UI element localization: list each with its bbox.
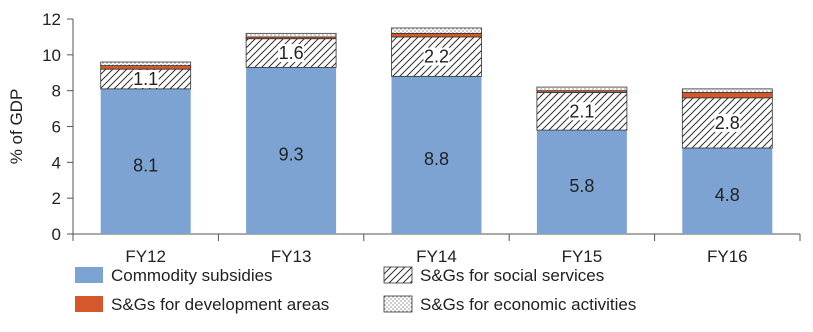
legend-swatch: [383, 295, 413, 313]
bar-segment: [391, 76, 482, 234]
bar-segment: [391, 27, 482, 34]
bar-segment: [246, 67, 337, 234]
legend-label: S&Gs for social services: [420, 266, 604, 285]
legend-swatch: [75, 296, 103, 312]
legend-swatch: [383, 266, 413, 284]
legend-swatch: [75, 267, 103, 283]
bar-segment: [100, 88, 191, 234]
data-label: 8.8: [424, 149, 449, 169]
y-tick-label: 6: [52, 118, 61, 137]
data-label: 2.8: [715, 113, 740, 133]
bar-segment: [681, 92, 773, 99]
legend-label: S&Gs for development areas: [111, 295, 329, 314]
y-tick-label: 2: [52, 189, 61, 208]
y-tick-label: 4: [52, 153, 61, 172]
legend: Commodity subsidies S&Gs for social servi…: [75, 266, 636, 314]
x-tick-label: FY14: [416, 247, 457, 266]
legend-label: S&Gs for economic activities: [420, 295, 636, 314]
data-label: 8.1: [133, 155, 158, 175]
data-label: 4.8: [715, 185, 740, 205]
y-tick-label: 12: [42, 10, 61, 29]
y-tick-label: 0: [52, 225, 61, 244]
data-label-bg: [132, 70, 159, 89]
bar-segment: [391, 32, 482, 38]
data-label-bg: [568, 102, 595, 121]
y-axis-title: % of GDP: [7, 89, 26, 165]
bar-segment: [681, 88, 773, 93]
bar-segment: [245, 32, 337, 38]
data-label: 2.1: [569, 101, 594, 121]
data-label: 5.8: [569, 176, 594, 196]
bar-segment: [536, 86, 628, 92]
legend-label: Commodity subsidies: [111, 266, 273, 285]
legend-item: S&Gs for social services: [383, 266, 604, 285]
x-tick-label: FY13: [271, 247, 312, 266]
data-labels: 8.1 1.1 9.3 1.6 8.8 2.2 5.8 2.1 4.8 2.8: [132, 43, 741, 205]
data-label: 2.2: [424, 47, 449, 67]
bar-segment: [536, 130, 627, 234]
data-label: 1.6: [279, 43, 304, 63]
bars: [100, 27, 773, 234]
legend-item: S&Gs for economic activities: [383, 295, 636, 314]
y-tick-label: 8: [52, 82, 61, 101]
data-label-bg: [423, 47, 450, 66]
legend-item: Commodity subsidies: [75, 266, 273, 285]
data-label-bg: [278, 44, 305, 63]
data-label: 1.1: [133, 69, 158, 89]
y-tick-label: 10: [42, 46, 61, 65]
legend-item: S&Gs for development areas: [75, 295, 329, 314]
x-tick-label: FY15: [562, 247, 603, 266]
data-label: 9.3: [279, 145, 304, 165]
y-axis: 0 2 4 6 8 10 12 % of GDP: [7, 10, 74, 244]
x-tick-label: FY16: [707, 247, 748, 266]
data-label-bg: [714, 113, 741, 132]
bar-segment: [682, 148, 773, 234]
bar-segment: [100, 61, 192, 66]
x-axis: FY12 FY13 FY14 FY15 FY16: [72, 233, 801, 266]
x-tick-label: FY12: [125, 247, 166, 266]
